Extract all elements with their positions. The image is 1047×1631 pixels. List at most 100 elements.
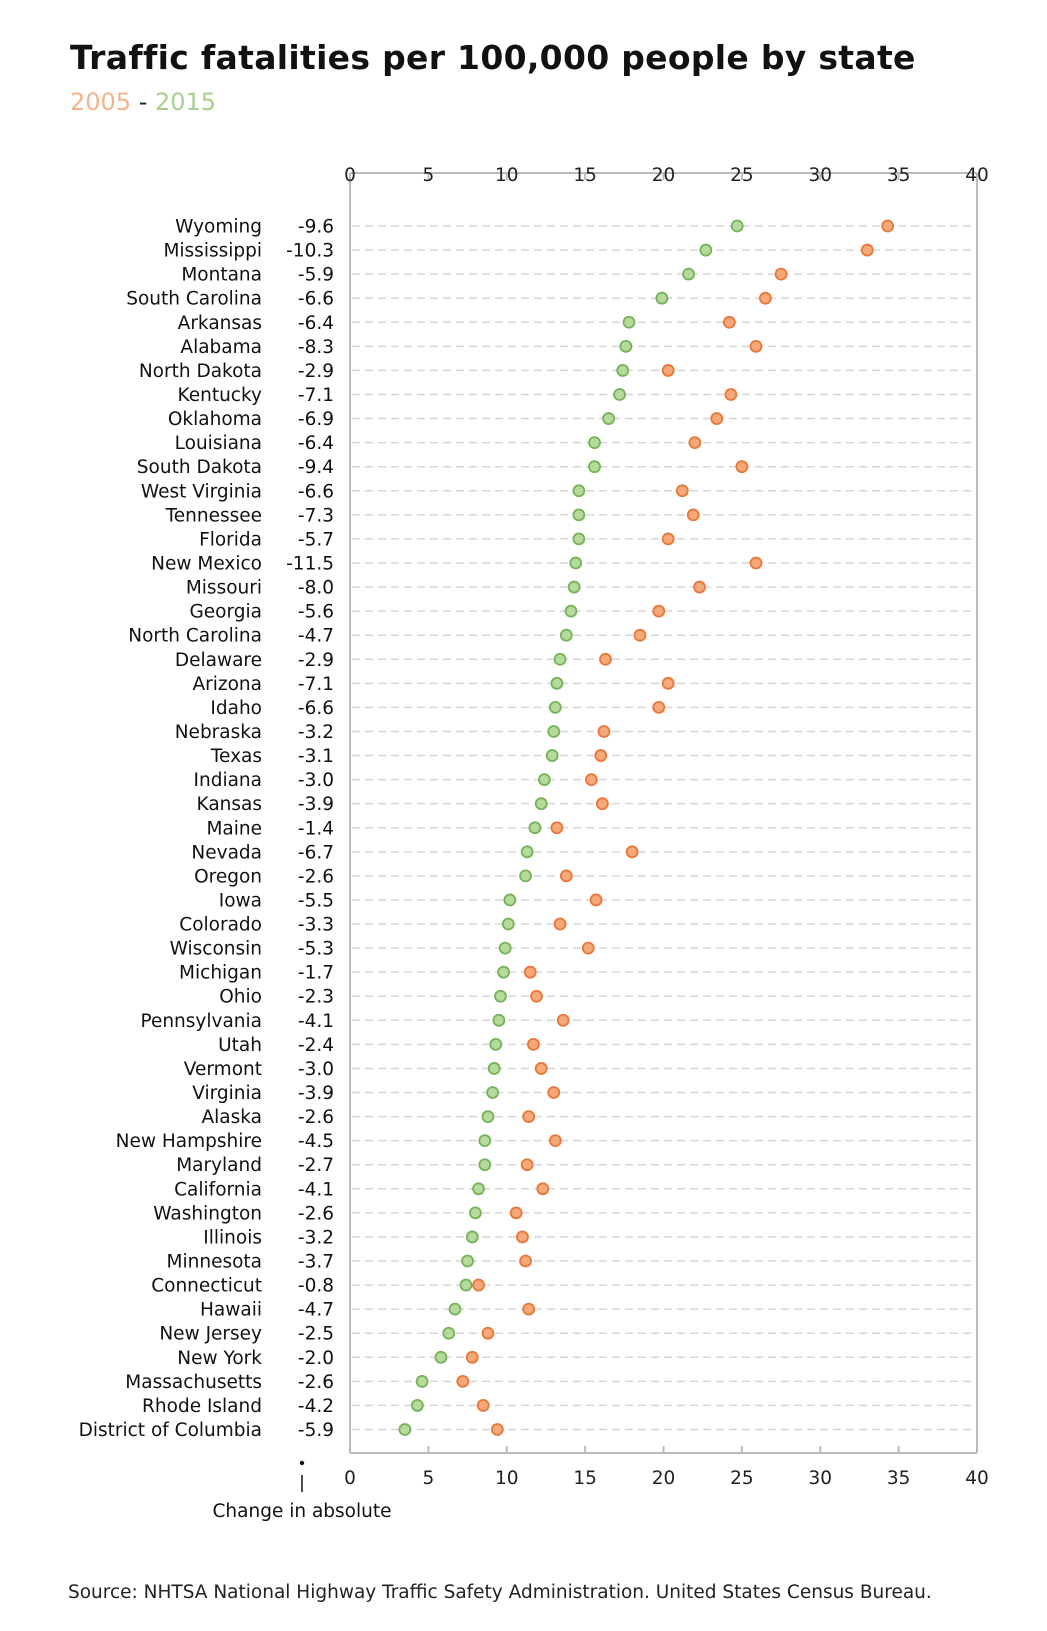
point-2005	[652, 701, 666, 714]
point-2015	[472, 1182, 485, 1196]
point-2015	[528, 821, 542, 835]
change-value: -5.6	[298, 602, 334, 623]
point-2005	[481, 1326, 495, 1340]
change-value: -6.4	[298, 433, 334, 454]
change-value: -4.7	[298, 1300, 334, 1321]
state-label: Kansas	[197, 794, 262, 815]
point-2005	[688, 436, 702, 450]
point-2015	[398, 1423, 412, 1436]
bottom-tick-label: 15	[573, 1468, 597, 1489]
top-tick-label: 40	[965, 165, 989, 186]
point-2015	[619, 339, 633, 353]
change-value: -2.4	[298, 1035, 334, 1056]
point-2005	[490, 1423, 504, 1436]
source-note: Source: NHTSA National Highway Traffic S…	[68, 1582, 932, 1603]
point-2005	[749, 556, 763, 570]
point-2005	[661, 676, 675, 690]
change-marker-dot	[299, 1460, 305, 1466]
change-value: -7.1	[298, 674, 334, 695]
top-tick-label: 30	[808, 165, 832, 186]
point-2005	[599, 652, 612, 666]
point-2015	[545, 749, 559, 762]
point-2005	[522, 1110, 536, 1123]
point-2015	[492, 1013, 506, 1027]
change-value: -6.6	[298, 698, 334, 719]
change-value: -1.4	[298, 818, 334, 839]
point-2015	[434, 1350, 448, 1364]
change-value: -7.3	[298, 505, 334, 526]
state-label: Virginia	[192, 1083, 262, 1104]
state-label: Idaho	[210, 698, 262, 719]
point-2015	[548, 701, 562, 714]
change-value: -1.7	[298, 963, 334, 984]
point-2015	[622, 315, 636, 329]
point-2005	[724, 388, 738, 401]
point-2015	[411, 1399, 424, 1412]
state-label: Mississippi	[163, 241, 262, 262]
state-label: New Hampshire	[116, 1131, 262, 1152]
point-2005	[735, 460, 749, 474]
point-2015	[569, 556, 583, 570]
change-value: -3.3	[298, 915, 334, 936]
point-2015	[519, 869, 532, 883]
state-label: South Dakota	[137, 457, 262, 478]
point-2005	[652, 604, 666, 618]
top-tick-label: 10	[495, 165, 519, 186]
point-2015	[613, 388, 627, 401]
change-value: -7.1	[298, 385, 334, 406]
point-2005	[522, 1302, 536, 1316]
state-label: Oklahoma	[168, 409, 262, 430]
point-2005	[584, 773, 598, 787]
change-value: -5.9	[298, 265, 334, 286]
change-value: -4.7	[298, 626, 334, 647]
point-2015	[682, 267, 695, 281]
point-2005	[547, 1086, 561, 1099]
point-2015	[572, 532, 586, 546]
point-2005	[516, 1230, 529, 1244]
state-label: West Virginia	[141, 481, 262, 502]
state-label: Tennessee	[165, 505, 262, 526]
bottom-tick-label: 0	[344, 1468, 356, 1489]
point-2015	[503, 893, 517, 907]
point-2005	[556, 1013, 570, 1027]
state-label: Wyoming	[175, 217, 262, 238]
state-label: Maryland	[176, 1155, 262, 1176]
change-value: -5.5	[298, 890, 334, 911]
bottom-tick-label: 30	[808, 1468, 832, 1489]
state-label: Alabama	[180, 337, 262, 358]
state-label: Washington	[153, 1203, 262, 1224]
top-tick-label: 5	[422, 165, 434, 186]
point-2015	[564, 604, 578, 618]
state-label: New York	[177, 1348, 262, 1369]
state-label: Louisiana	[175, 433, 262, 454]
point-2005	[661, 532, 675, 546]
state-label: Arizona	[193, 674, 263, 695]
change-value: -2.6	[298, 1107, 334, 1128]
point-2015	[553, 652, 567, 666]
top-tick-label: 15	[573, 165, 597, 186]
state-label: Vermont	[184, 1059, 262, 1080]
point-2005	[589, 893, 603, 907]
change-value: -3.2	[298, 1227, 334, 1248]
point-2015	[567, 580, 581, 594]
point-2005	[523, 965, 537, 979]
change-value: -4.1	[298, 1011, 334, 1032]
point-2005	[693, 580, 706, 594]
state-label: California	[174, 1179, 262, 1200]
point-2015	[486, 1086, 500, 1099]
point-2005	[722, 315, 736, 329]
point-2005	[520, 1158, 534, 1172]
change-value: -4.1	[298, 1179, 334, 1200]
change-value: -11.5	[286, 553, 334, 574]
subtitle-separator: -	[131, 88, 155, 116]
point-2005	[536, 1182, 550, 1196]
change-value: -2.7	[298, 1155, 334, 1176]
point-2005	[559, 869, 573, 883]
point-2015	[494, 989, 507, 1003]
point-2015	[415, 1374, 429, 1388]
chart-subtitle: 2005 - 2015	[70, 88, 216, 116]
state-label: Hawaii	[200, 1300, 262, 1321]
state-label: Pennsylvania	[140, 1011, 262, 1032]
bottom-tick-label: 20	[652, 1468, 676, 1489]
point-2005	[625, 845, 639, 859]
